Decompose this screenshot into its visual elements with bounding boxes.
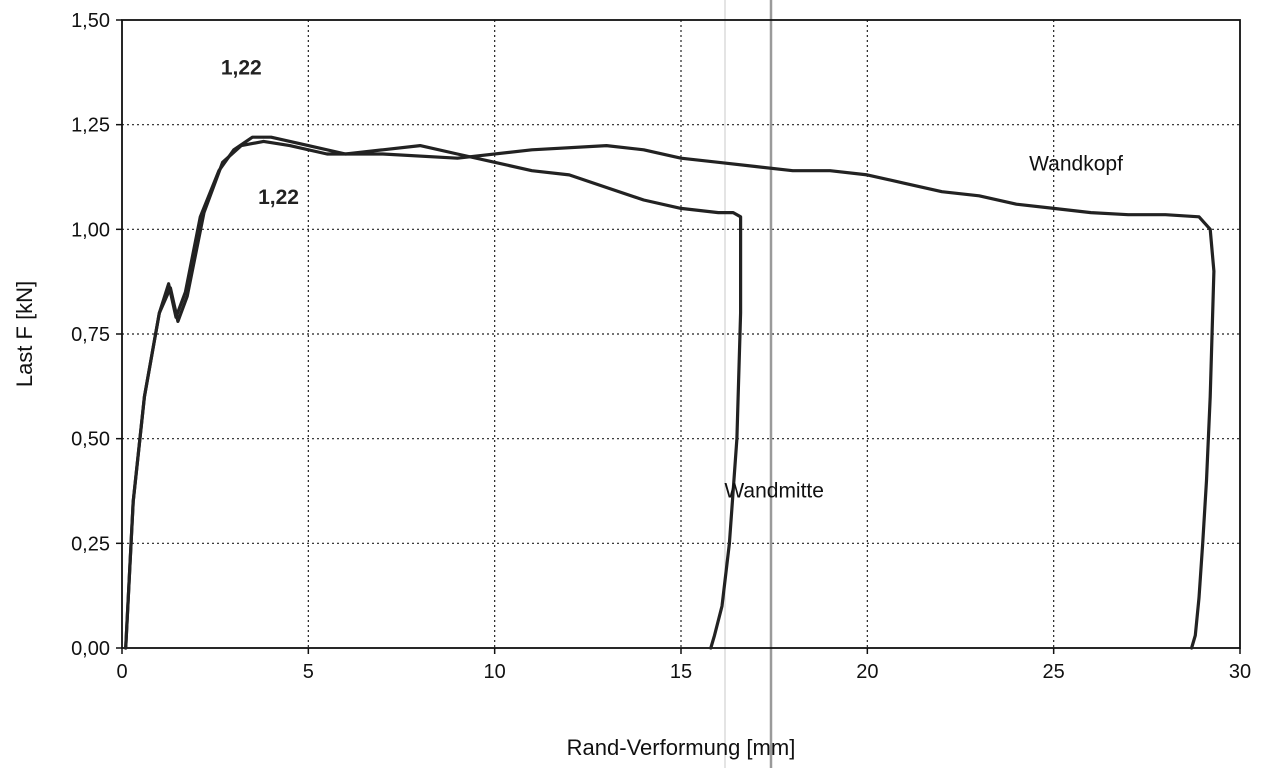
x-tick-label: 25 xyxy=(1043,661,1065,683)
y-tick-label: 1,00 xyxy=(71,219,110,241)
grid-lines xyxy=(122,20,1240,648)
x-tick-labels: 0 5 10 15 20 25 30 xyxy=(116,661,1251,683)
plot-frame xyxy=(121,19,1241,649)
y-tick-label: 1,50 xyxy=(71,10,110,32)
axes xyxy=(116,19,1241,654)
annotation-label: Wandkopf xyxy=(1029,153,1123,176)
series-line-wandkopf xyxy=(124,139,1216,650)
y-tick-label: 0,25 xyxy=(71,533,110,555)
y-tick-label: 1,25 xyxy=(71,115,110,137)
series-lines xyxy=(124,135,1216,650)
y-axis-title: Last F [kN] xyxy=(12,281,37,387)
x-tick-label: 15 xyxy=(670,661,692,683)
y-tick-labels: 0,00 0,25 0,50 0,75 1,00 1,25 1,50 xyxy=(71,10,110,660)
x-axis-title: Rand-Verformung [mm] xyxy=(567,735,796,760)
x-tick-label: 20 xyxy=(856,661,878,683)
x-tick-label: 5 xyxy=(303,661,314,683)
y-tick-label: 0,50 xyxy=(71,429,110,451)
annotation-label: 1,22 xyxy=(258,186,299,209)
annotation-label: Wandmitte xyxy=(724,479,824,502)
annotation-label: 1,22 xyxy=(221,56,262,79)
y-tick-label: 0,00 xyxy=(71,638,110,660)
annotations: 1,22 1,22 Wandkopf Wandmitte xyxy=(221,56,1123,502)
x-tick-label: 10 xyxy=(484,661,506,683)
x-tick-label: 30 xyxy=(1229,661,1251,683)
y-tick-label: 0,75 xyxy=(71,324,110,346)
x-tick-label: 0 xyxy=(116,661,127,683)
